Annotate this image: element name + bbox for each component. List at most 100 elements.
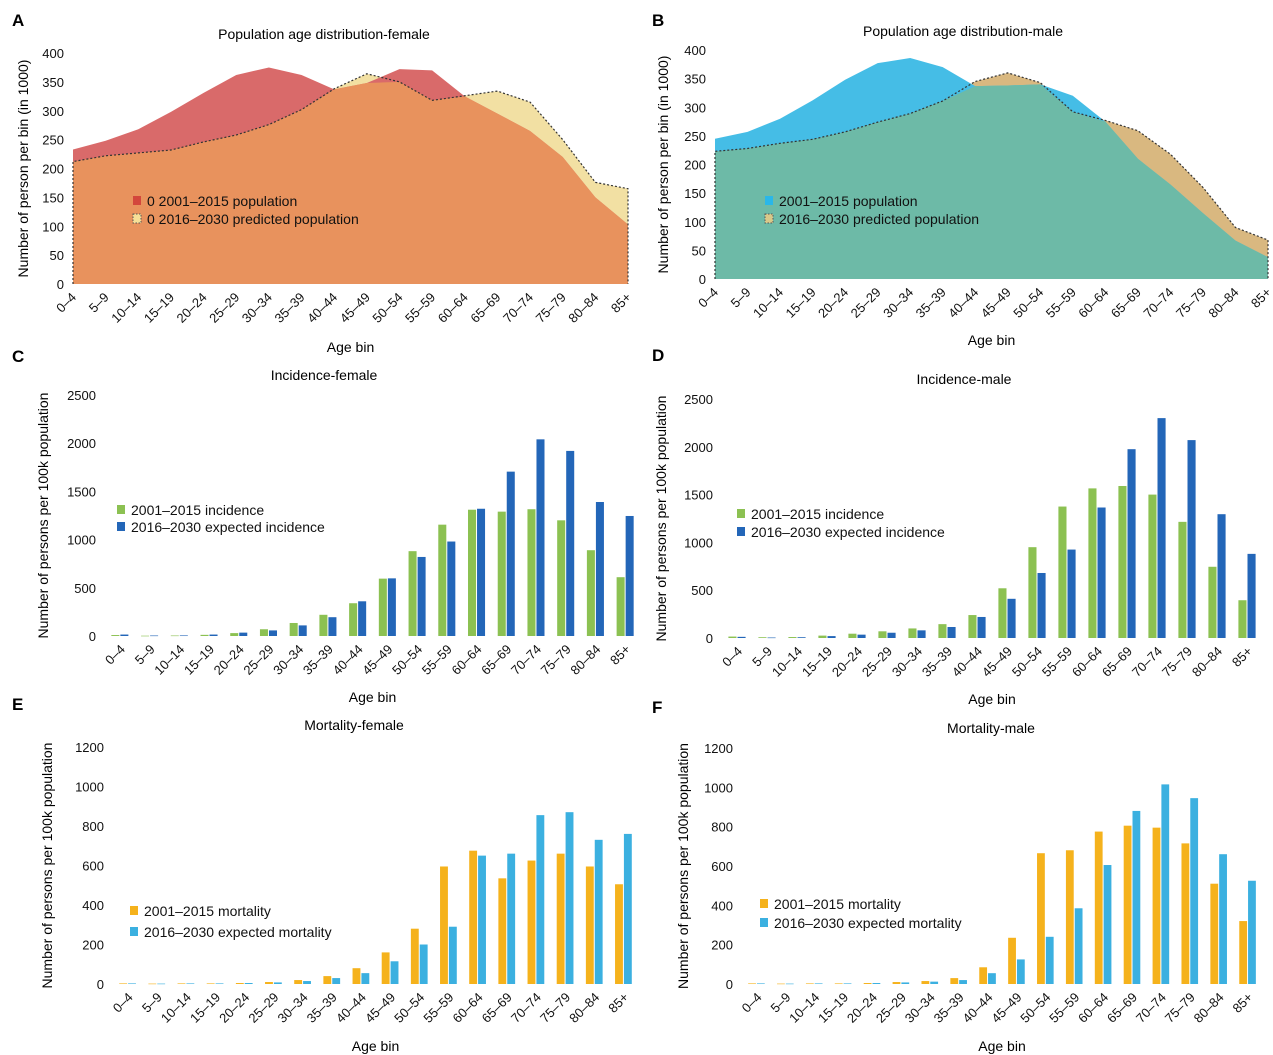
bar — [328, 617, 337, 636]
x-tick-label: 10–14 — [108, 290, 144, 326]
bar — [477, 508, 486, 636]
panel-letter: F — [652, 698, 662, 717]
bar — [947, 627, 956, 638]
x-tick-label: 40–44 — [304, 290, 340, 326]
y-tick-label: 150 — [684, 186, 706, 201]
x-tick-label: 40–44 — [949, 644, 985, 680]
y-tick-label: 100 — [684, 215, 706, 230]
x-axis-label: Age bin — [968, 332, 1015, 348]
bar — [1248, 880, 1256, 984]
bar — [758, 637, 767, 638]
x-tick-label: 30–34 — [270, 642, 306, 678]
x-tick-label: 60–64 — [450, 990, 486, 1026]
x-tick-label: 65–69 — [467, 290, 503, 326]
x-tick-label: 35–39 — [271, 290, 307, 326]
bar — [585, 866, 594, 984]
x-tick-label: 55–59 — [420, 990, 456, 1026]
bar — [728, 636, 737, 638]
bar — [1148, 494, 1157, 638]
bar — [186, 983, 195, 985]
panel-e: E Mortality-female Number of persons per 1… — [12, 695, 632, 1054]
x-tick-label: 60–64 — [1075, 990, 1111, 1026]
y-tick-label: 500 — [691, 583, 713, 598]
bar — [150, 635, 159, 637]
bar — [170, 635, 179, 637]
predicted-outline — [72, 73, 629, 284]
x-tick-label: 70–74 — [1129, 644, 1165, 680]
bar — [565, 812, 574, 984]
bar — [857, 634, 866, 638]
bar — [265, 982, 273, 984]
bar — [785, 983, 794, 985]
x-tick-label: 20–24 — [829, 644, 865, 680]
bar — [1132, 810, 1141, 984]
bar — [498, 878, 507, 984]
y-tick-label: 150 — [42, 190, 64, 205]
bar — [988, 973, 996, 984]
bar — [235, 983, 244, 984]
x-tick-label: 10–14 — [786, 990, 822, 1026]
x-tick-label: 20–24 — [174, 290, 210, 326]
x-tick-label: 60–64 — [1075, 285, 1111, 321]
y-tick-label: 50 — [50, 248, 64, 263]
x-tick-label: 80–84 — [565, 290, 601, 326]
x-tick-label: 40–44 — [333, 990, 369, 1026]
x-tick-label: 85+ — [605, 990, 631, 1016]
chart-title: Incidence-male — [917, 371, 1012, 387]
chart-title: Population age distribution-male — [863, 23, 1063, 39]
bar — [294, 980, 303, 984]
bar — [566, 450, 575, 636]
y-axis-label: Number of persons per 100k population — [35, 393, 51, 639]
bar — [157, 983, 166, 985]
bar — [827, 636, 836, 638]
bar — [268, 630, 277, 636]
x-tick-label: 55–59 — [402, 290, 438, 326]
x-tick-label: 10–14 — [750, 285, 786, 321]
x-tick-label: 20–24 — [216, 990, 252, 1026]
bar — [408, 551, 417, 636]
x-tick-label: 80–84 — [566, 990, 602, 1026]
bar — [358, 601, 367, 636]
bar — [381, 952, 390, 984]
y-tick-label: 1200 — [75, 740, 104, 755]
x-tick-label: 15–19 — [799, 644, 835, 680]
x-tick-label: 50–54 — [369, 290, 405, 326]
bar — [748, 983, 756, 985]
x-tick-label: 0–4 — [739, 990, 765, 1016]
y-tick-label: 1000 — [704, 780, 733, 795]
x-tick-label: 50–54 — [1010, 285, 1046, 321]
x-axis-label: Age bin — [327, 339, 374, 355]
x-tick-label: 15–19 — [141, 290, 177, 326]
bar — [468, 509, 477, 636]
bar — [1123, 825, 1132, 984]
x-tick-label: 85+ — [1229, 990, 1255, 1016]
y-tick-label: 2000 — [67, 436, 96, 451]
y-tick-label: 2000 — [684, 440, 713, 455]
bar — [615, 884, 623, 984]
bar — [120, 634, 129, 636]
bar — [1217, 514, 1226, 638]
bar — [1094, 831, 1103, 984]
x-tick-label: 45–49 — [359, 642, 395, 678]
y-tick-label: 400 — [42, 46, 64, 61]
x-tick-label: 70–74 — [1140, 285, 1176, 321]
bar — [447, 541, 456, 636]
bar — [556, 853, 565, 984]
y-tick-label: 1000 — [67, 533, 96, 548]
x-tick-label: 60–64 — [448, 642, 484, 678]
bar — [128, 983, 136, 985]
bar — [506, 471, 515, 636]
bar — [756, 983, 765, 985]
x-tick-label: 20–24 — [815, 285, 851, 321]
bar — [930, 981, 939, 984]
bar — [1178, 521, 1187, 638]
bar — [1157, 418, 1166, 638]
panel-b: B Population age distribution-male Number … — [652, 11, 1273, 348]
x-tick-label: 65–69 — [479, 990, 515, 1026]
x-tick-label: 75–79 — [538, 642, 574, 678]
bar — [917, 630, 926, 638]
chart-title: Mortality-female — [304, 717, 404, 733]
bar — [1161, 784, 1170, 984]
y-tick-label: 600 — [82, 859, 104, 874]
bar — [111, 635, 120, 636]
